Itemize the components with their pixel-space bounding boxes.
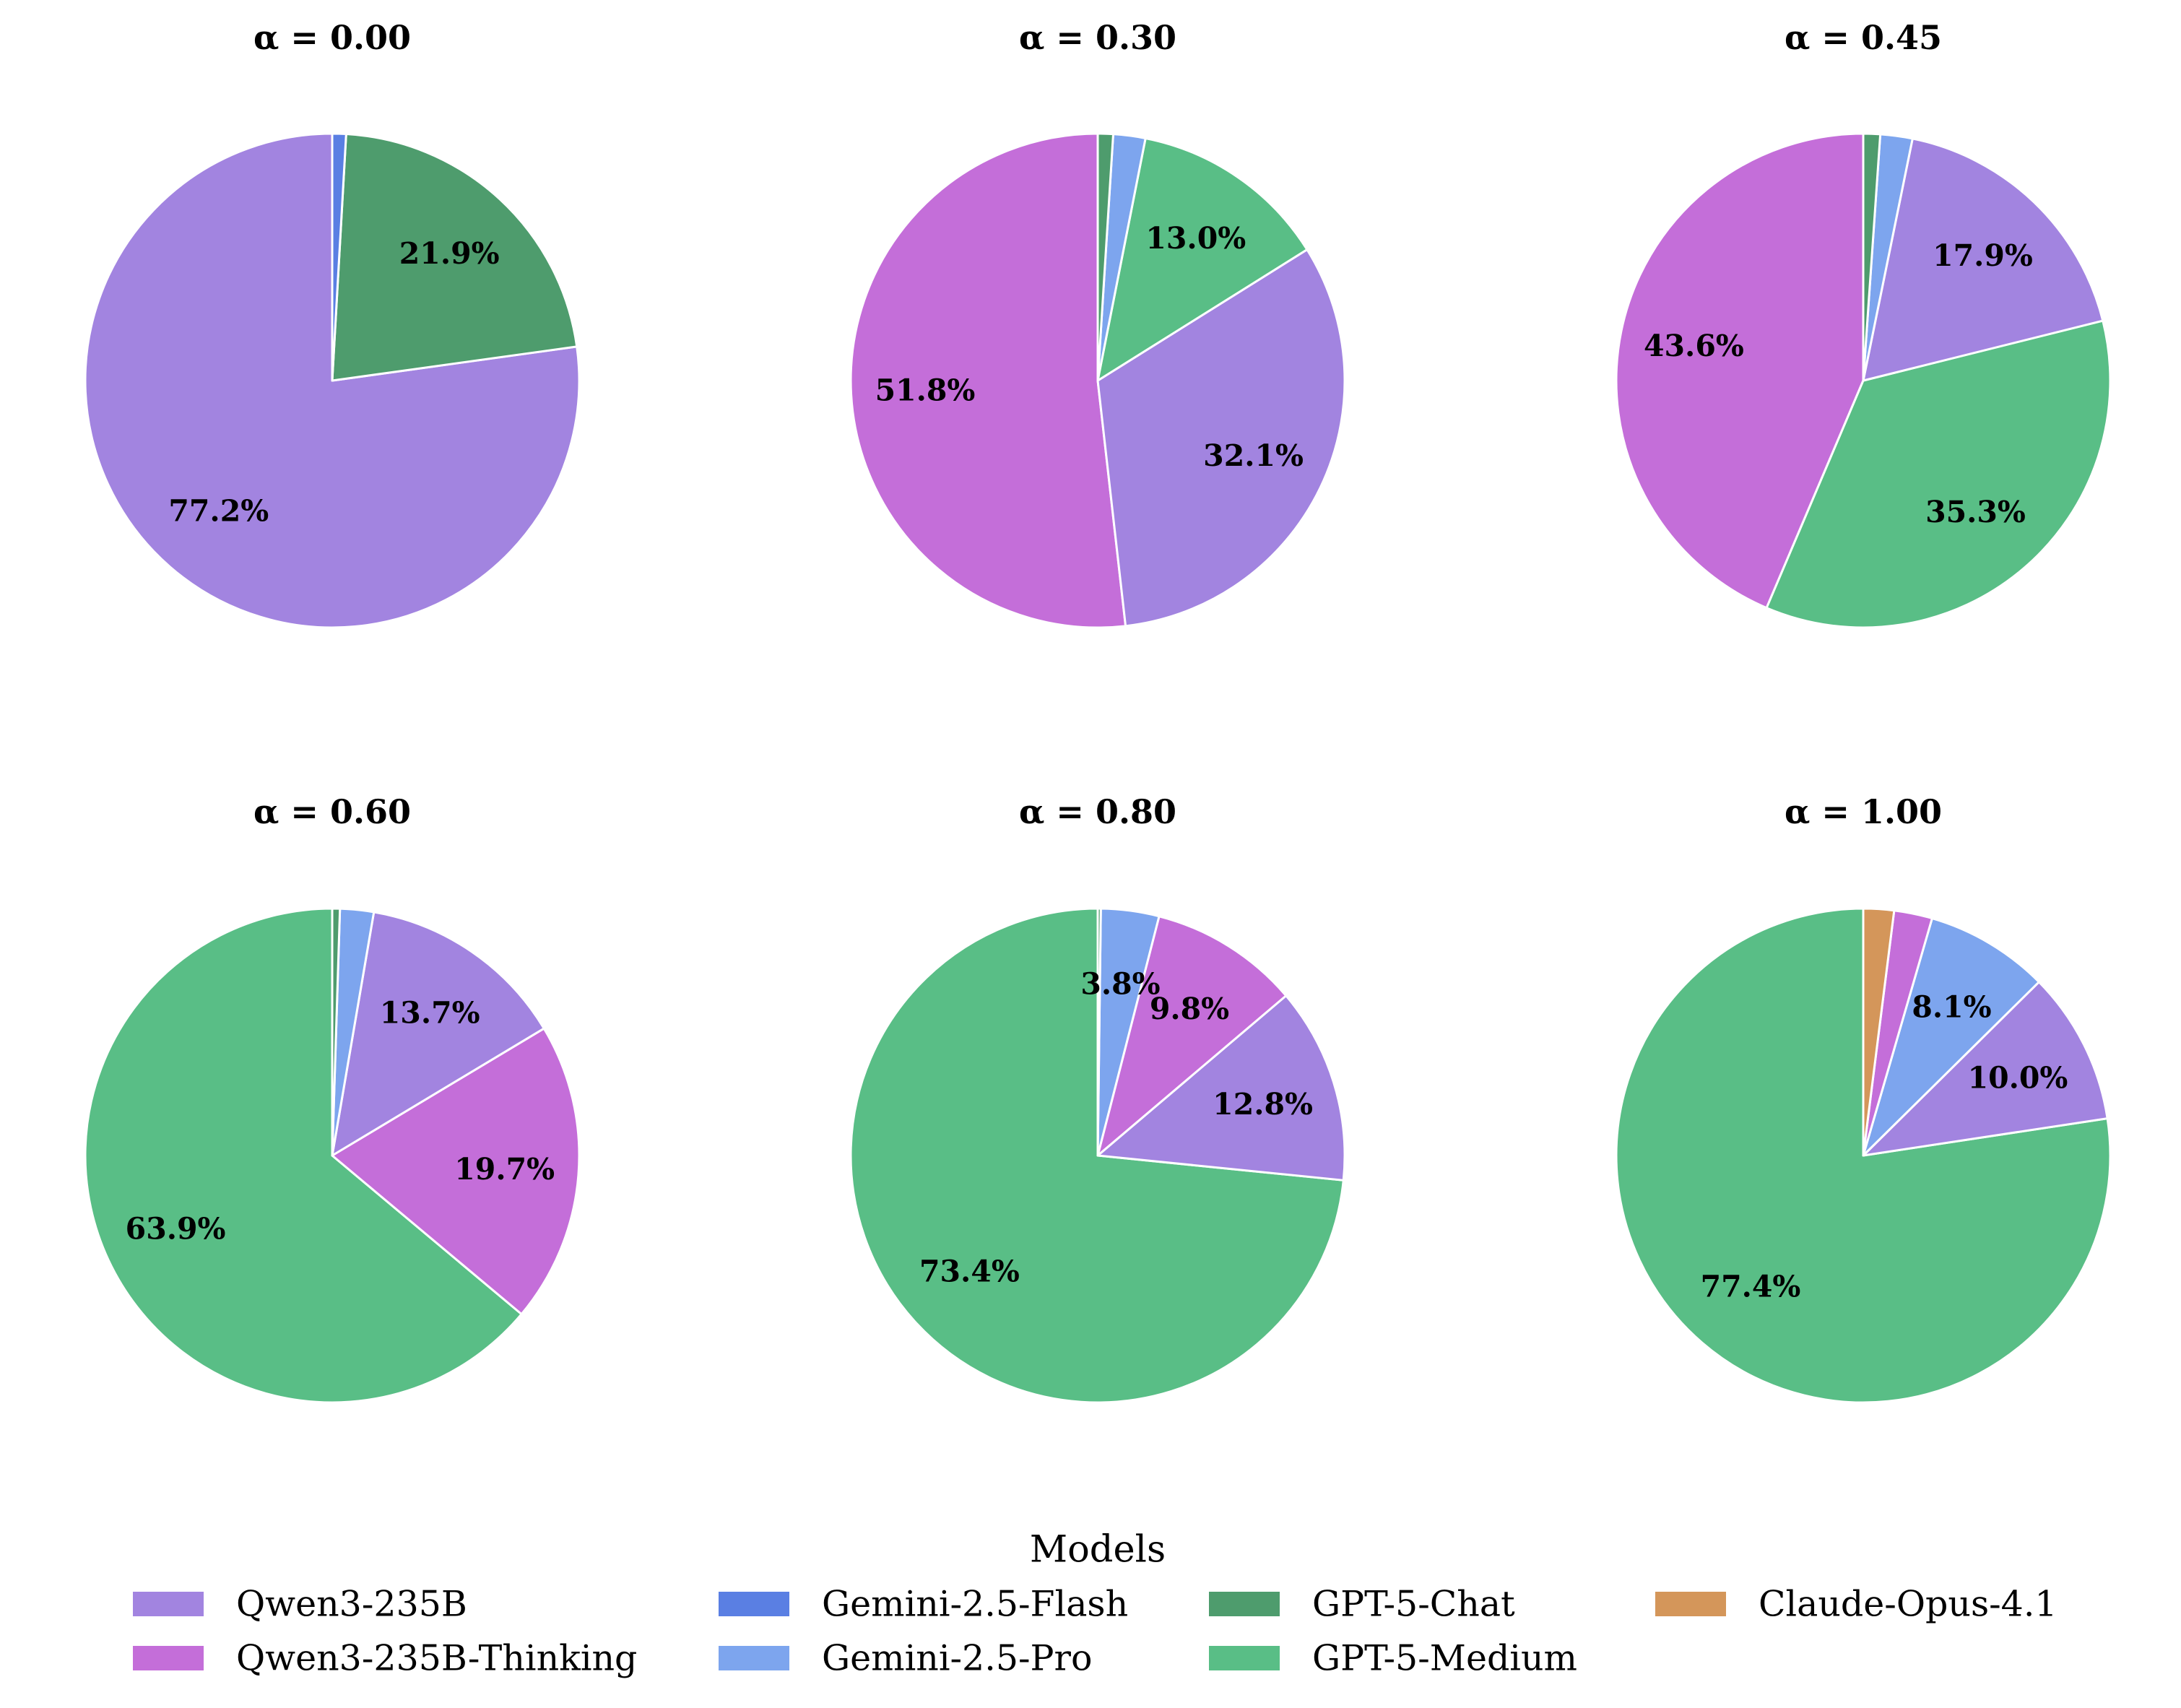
legend-item-claude-opus-4-1: Claude-Opus-4.1 — [1655, 1584, 2058, 1625]
pie-slice-claude-opus-4-1 — [1862, 907, 1896, 1157]
slice-percent-label: 21.9% — [399, 236, 500, 271]
legend-item-gemini-2-5-flash: Gemini-2.5-Flash — [719, 1584, 1128, 1625]
legend-label: Gemini-2.5-Flash — [822, 1584, 1128, 1625]
pie-title: α = 0.80 — [1019, 792, 1176, 831]
legend-label: Claude-Opus-4.1 — [1759, 1584, 2058, 1625]
slice-percent-label: 17.9% — [1933, 238, 2033, 273]
slice-percent-label: 63.9% — [126, 1211, 226, 1246]
pie-title: α = 1.00 — [1785, 792, 1942, 831]
pie-slice-gpt-5-chat — [1096, 907, 1102, 1157]
pie-title: α = 0.00 — [253, 18, 411, 57]
pie-slice-gpt-5-chat — [1096, 132, 1114, 382]
pie-slice-gpt-5-medium — [84, 907, 523, 1404]
pie-slice-qwen3-235b — [84, 132, 581, 629]
pie-slice-gpt-5-chat — [1862, 132, 1882, 382]
pie-slice-qwen3-235b — [1096, 994, 1346, 1182]
legend-label: Qwen3-235B-Thinking — [236, 1638, 637, 1679]
pie-slice-gpt-5-medium — [1096, 136, 1309, 382]
slice-percent-label: 77.2% — [168, 494, 269, 529]
legend-item-gpt-5-medium: GPT-5-Medium — [1209, 1638, 1577, 1679]
pie-slice-qwen3-235b — [331, 911, 545, 1157]
slice-percent-label: 32.1% — [1203, 438, 1304, 473]
pie-slice-gpt-5-chat — [331, 907, 342, 1157]
pie-title: α = 0.30 — [1019, 18, 1176, 57]
legend-title: Models — [1030, 1529, 1166, 1572]
slice-percent-label: 13.7% — [380, 995, 480, 1030]
pie-panel-4: α = 0.60 63.9% 19.7% 13.7% — [84, 792, 581, 1404]
legend-label: GPT-5-Chat — [1312, 1584, 1515, 1625]
pie-slice-qwen3-235b — [1096, 248, 1346, 628]
slice-percent-label: 10.0% — [1968, 1061, 2068, 1096]
pie-slice-gpt-5-medium — [1765, 319, 2112, 629]
legend-item-gpt-5-chat: GPT-5-Chat — [1209, 1584, 1515, 1625]
pie-slice-gemini-2-5-flash — [331, 132, 347, 382]
legend-swatch — [133, 1592, 204, 1616]
legend-item-qwen3-235b: Qwen3-235B — [133, 1584, 467, 1625]
slice-percent-label: 43.6% — [1644, 329, 1744, 363]
pie-slice-qwen3-235b-thinking — [849, 132, 1127, 629]
pie-title: α = 0.60 — [253, 792, 411, 831]
legend-item-gemini-2-5-pro: Gemini-2.5-Pro — [719, 1638, 1092, 1679]
legend-swatch — [1655, 1592, 1726, 1616]
legend-swatch — [719, 1646, 789, 1670]
slice-percent-label: 3.8% — [1080, 967, 1160, 1002]
legend-label: GPT-5-Medium — [1312, 1638, 1577, 1679]
pie-slice-qwen3-235b — [1862, 981, 2109, 1157]
slice-percent-label: 19.7% — [454, 1152, 555, 1187]
pie-slice-gpt-5-chat — [331, 133, 578, 382]
legend-label: Qwen3-235B — [236, 1584, 467, 1625]
slice-percent-label: 12.8% — [1213, 1087, 1313, 1122]
legend: Models Qwen3-235B Qwen3-235B-Thinking Gemin… — [133, 1529, 2058, 1679]
legend-swatch — [1209, 1646, 1280, 1670]
pie-panel-1: α = 0.00 77.2% 21.9% — [84, 18, 581, 629]
slice-percent-label: 35.3% — [1925, 495, 2026, 529]
pie-panel-2: α = 0.30 51.8% 32.1% 13.0% — [849, 18, 1346, 629]
legend-swatch — [1209, 1592, 1280, 1616]
legend-swatch — [719, 1592, 789, 1616]
pie-panel-6: α = 1.00 77.4% 10.0% 8.1% — [1615, 792, 2112, 1404]
slice-percent-label: 8.1% — [1912, 989, 1991, 1024]
slice-percent-label: 9.8% — [1150, 992, 1229, 1026]
slice-percent-label: 51.8% — [875, 373, 976, 408]
pie-panel-3: α = 0.45 43.6% 35.3% 17.9% — [1615, 18, 2112, 629]
pie-panel-5: α = 0.80 73.4% 12.8% 9.8%3.8% — [849, 792, 1346, 1404]
slice-percent-label: 13.0% — [1145, 221, 1246, 256]
pie-slice-qwen3-235b — [1862, 137, 2104, 382]
legend-label: Gemini-2.5-Pro — [822, 1638, 1092, 1679]
pie-slice-qwen3-235b-thinking — [1615, 132, 1865, 610]
pie-slice-qwen3-235b-thinking — [331, 1027, 581, 1316]
legend-item-qwen3-235b-thinking: Qwen3-235B-Thinking — [133, 1638, 637, 1679]
slice-percent-label: 77.4% — [1701, 1270, 1801, 1304]
legend-swatch — [133, 1646, 204, 1670]
pie-title: α = 0.45 — [1785, 18, 1942, 57]
slice-percent-label: 73.4% — [919, 1254, 1020, 1289]
pie-slice-gemini-2-5-pro — [1862, 917, 2040, 1157]
